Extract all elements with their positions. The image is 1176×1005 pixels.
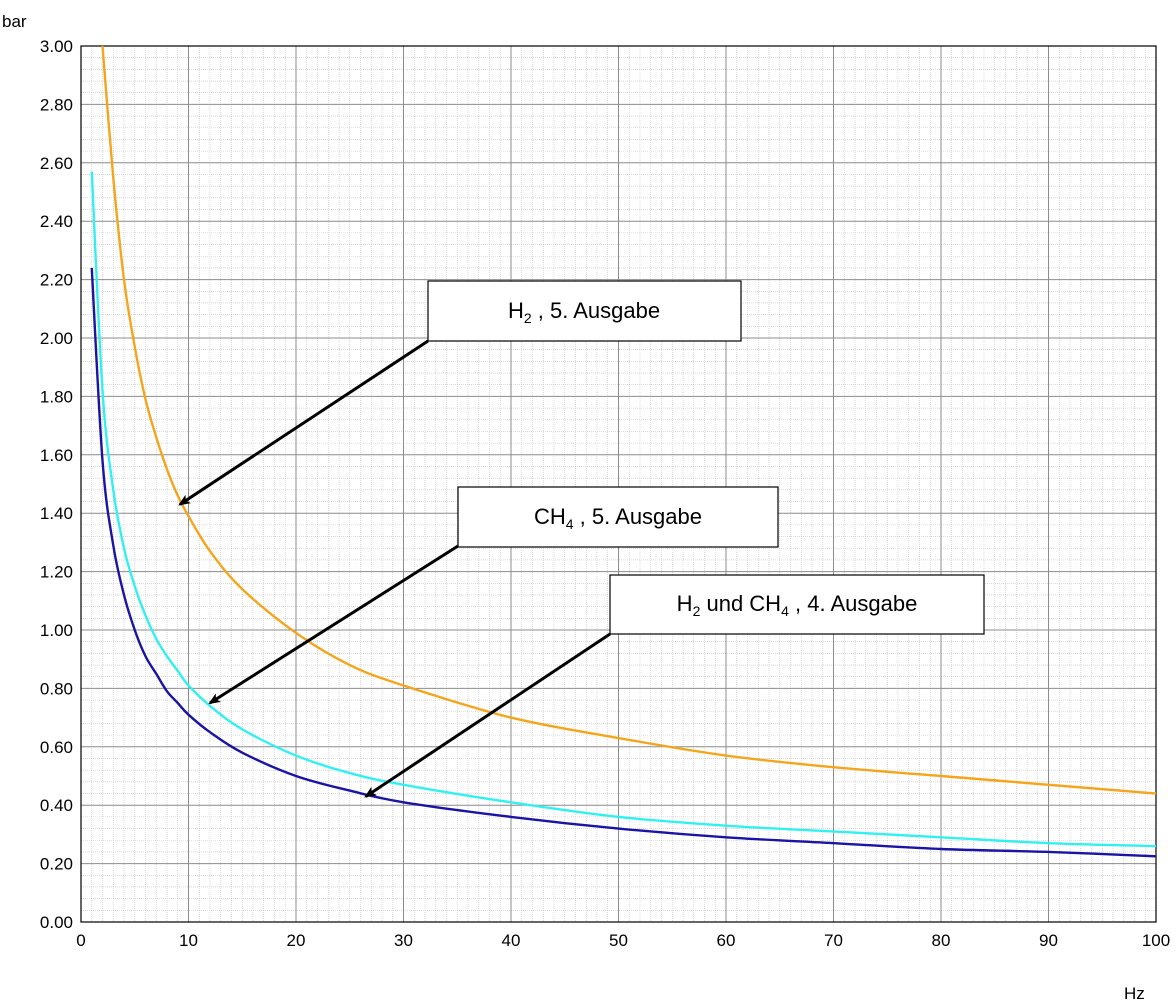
y-axis-label: bar bbox=[2, 12, 27, 31]
y-tick-label: 2.60 bbox=[40, 154, 73, 173]
y-tick-label: 3.00 bbox=[40, 37, 73, 56]
x-axis-label: Hz bbox=[1124, 984, 1145, 1003]
x-tick-label: 20 bbox=[287, 931, 306, 950]
plot-frame bbox=[80, 45, 1157, 923]
callout-label: CH4 , 5. Ausgabe bbox=[534, 504, 702, 532]
series-line-h2-ch4-4-ausgabe bbox=[90, 267, 1157, 858]
y-tick-label: 1.20 bbox=[40, 563, 73, 582]
x-tick-label: 40 bbox=[502, 931, 521, 950]
callout-label: H2 und CH4 , 4. Ausgabe bbox=[677, 591, 918, 619]
y-tick-label: 1.60 bbox=[40, 446, 73, 465]
callout-h2-5-ausgabe: H2 , 5. Ausgabe bbox=[178, 280, 742, 506]
x-tick-label: 90 bbox=[1039, 931, 1058, 950]
callout-arrow bbox=[208, 544, 459, 705]
series-layer bbox=[90, 45, 1157, 858]
x-tick-label: 80 bbox=[932, 931, 951, 950]
y-tick-label: 1.80 bbox=[40, 387, 73, 406]
callout-ch4-5-ausgabe: CH4 , 5. Ausgabe bbox=[208, 486, 779, 705]
x-tick-label: 10 bbox=[179, 931, 198, 950]
y-tick-label: 2.20 bbox=[40, 271, 73, 290]
y-tick-label: 0.40 bbox=[40, 796, 73, 815]
y-tick-label: 0.20 bbox=[40, 855, 73, 874]
series-line-h2-5-ausgabe bbox=[101, 45, 1157, 795]
callout-box bbox=[609, 574, 985, 635]
x-tick-label: 30 bbox=[394, 931, 413, 950]
x-tick-label: 50 bbox=[609, 931, 628, 950]
y-tick-label: 0.80 bbox=[40, 679, 73, 698]
y-tick-label: 2.80 bbox=[40, 95, 73, 114]
y-tick-label: 2.40 bbox=[40, 212, 73, 231]
callout-label: H2 , 5. Ausgabe bbox=[508, 298, 660, 326]
minor-grid bbox=[81, 46, 1156, 922]
callout-box bbox=[457, 486, 779, 548]
callout-h2-ch4-4-ausgabe: H2 und CH4 , 4. Ausgabe bbox=[364, 574, 985, 798]
x-tick-label: 60 bbox=[717, 931, 736, 950]
y-tick-label: 1.00 bbox=[40, 621, 73, 640]
x-tick-label: 70 bbox=[824, 931, 843, 950]
y-tick-label: 1.40 bbox=[40, 504, 73, 523]
callout-arrow bbox=[178, 339, 429, 506]
x-tick-label: 0 bbox=[76, 931, 85, 950]
y-tick-label: 2.00 bbox=[40, 329, 73, 348]
callout-box bbox=[427, 280, 742, 342]
callout-arrow bbox=[364, 632, 611, 798]
y-tick-label: 0.60 bbox=[40, 738, 73, 757]
series-line-ch4-5-ausgabe bbox=[90, 171, 1157, 848]
y-tick-label: 0.00 bbox=[40, 913, 73, 932]
x-tick-label: 100 bbox=[1142, 931, 1170, 950]
x-axis-tick-labels: 0 10 20 30 40 50 60 70 80 90 100 bbox=[76, 931, 1170, 950]
y-axis-tick-labels: 0.00 0.20 0.40 0.60 0.80 1.00 1.20 1.40 1.60 1.80… bbox=[40, 37, 73, 932]
